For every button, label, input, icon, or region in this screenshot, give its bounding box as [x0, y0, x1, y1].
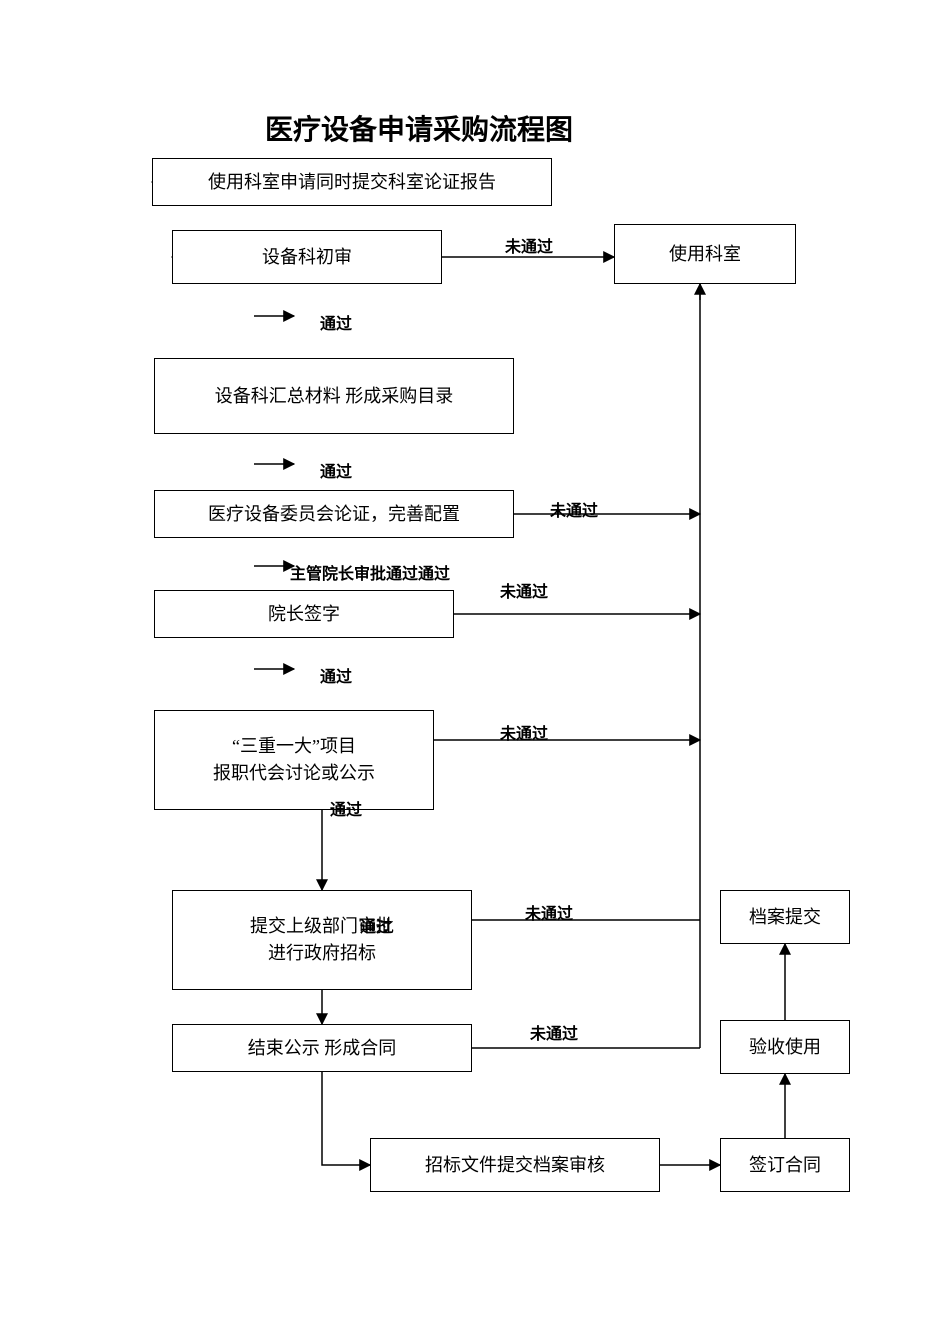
flow-box-b11: 验收使用	[720, 1020, 850, 1074]
flow-box-text: 院长签字	[268, 601, 340, 628]
flow-box-text: 设备科初审	[262, 244, 352, 271]
flow-box-b8: 结束公示 形成合同	[172, 1024, 472, 1072]
flow-box-text: 报职代会讨论或公示	[213, 760, 375, 787]
flow-box-text: 设备科汇总材料 形成采购目录	[215, 383, 454, 410]
flow-label-l_fail4: 未通过	[550, 497, 598, 521]
flow-box-b7: 提交上级部门审批进行政府招标	[172, 890, 472, 990]
flow-box-b10: 签订合同	[720, 1138, 850, 1192]
flow-label-l_pass2: 通过	[320, 310, 352, 334]
flow-box-b3: 设备科汇总材料 形成采购目录	[154, 358, 514, 434]
flow-box-b2: 设备科初审	[172, 230, 442, 284]
flow-box-text: “三重一大”项目	[232, 733, 356, 760]
flow-label-l_fail5: 未通过	[500, 578, 548, 602]
flow-label-l_pass7: 通过	[360, 913, 392, 937]
flow-box-text: 医疗设备委员会论证，完善配置	[208, 501, 460, 528]
flow-label-l_pass5: 主管院长审批通过通过	[290, 560, 450, 584]
flow-box-b5: 院长签字	[154, 590, 454, 638]
flow-box-text: 档案提交	[749, 904, 821, 931]
page-title: 医疗设备申请采购流程图	[265, 108, 573, 148]
flow-box-b1: 使用科室申请同时提交科室论证报告	[152, 158, 552, 206]
flow-label-l_fail7: 未通过	[525, 900, 573, 924]
flow-box-text: 使用科室	[669, 241, 741, 268]
flow-box-b12: 档案提交	[720, 890, 850, 944]
flow-box-text: 进行政府招标	[268, 940, 376, 967]
flow-box-text: 结束公示 形成合同	[248, 1035, 397, 1062]
flow-label-l_pass3: 通过	[320, 458, 352, 482]
flow-box-text: 验收使用	[749, 1034, 821, 1061]
flow-label-l_pass6a: 通过	[320, 663, 352, 687]
flow-box-text: 招标文件提交档案审核	[425, 1152, 605, 1179]
flow-box-b4: 医疗设备委员会论证，完善配置	[154, 490, 514, 538]
flow-box-b9: 招标文件提交档案审核	[370, 1138, 660, 1192]
flow-label-l_fail8: 未通过	[530, 1020, 578, 1044]
flow-box-text: 使用科室申请同时提交科室论证报告	[208, 169, 496, 196]
flowchart-page: 医疗设备申请采购流程图 使用科室申请同时提交科室论证报告设备科初审 使用科室设备科…	[0, 0, 945, 1337]
flow-box-b6: “三重一大”项目报职代会讨论或公示	[154, 710, 434, 810]
flow-box-b2r: 使用科室	[614, 224, 796, 284]
flow-box-text: 签订合同	[749, 1152, 821, 1179]
flow-label-l_fail6: 未通过	[500, 720, 548, 744]
connector-10	[322, 1072, 370, 1165]
flow-label-l_fail1: 未通过	[505, 233, 553, 257]
flow-label-l_pass6b: 通过	[330, 796, 362, 820]
